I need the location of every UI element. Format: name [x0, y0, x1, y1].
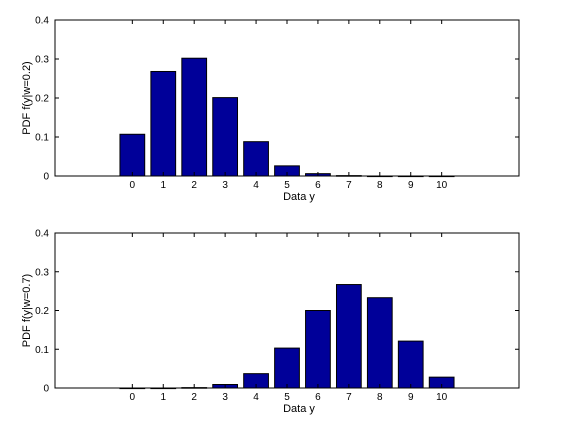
y-tick-label: 0.4	[35, 229, 49, 240]
x-tick-label: 2	[191, 392, 197, 403]
x-axis-label: Data y	[283, 403, 315, 415]
y-tick-label: 0.3	[35, 267, 49, 278]
x-tick-label: 0	[130, 180, 136, 191]
bar-6	[306, 311, 331, 389]
bar-4	[244, 142, 269, 176]
x-tick-label: 3	[222, 180, 228, 191]
x-tick-label: 5	[284, 180, 290, 191]
y-tick-label: 0.2	[35, 94, 49, 105]
bar-8	[367, 298, 392, 388]
bar-7	[336, 285, 361, 388]
x-tick-label: 2	[191, 180, 197, 191]
top-chart: 0 0.1 0.2 0.3 0.4 0 1 2 3 4 5 6 7 8 9 10 Data y PDF f(y|w…	[21, 16, 519, 204]
bar-5	[275, 348, 300, 388]
x-tick-label: 5	[284, 392, 290, 403]
x-tick-label: 3	[222, 392, 228, 403]
x-axis-label: Data y	[283, 191, 315, 203]
y-tick-label: 0.3	[35, 55, 49, 66]
x-tick-label: 6	[315, 392, 321, 403]
x-tick-label: 1	[160, 180, 166, 191]
x-tick-label: 9	[408, 392, 414, 403]
y-tick-label: 0.1	[35, 345, 49, 356]
y-axis-label: PDF f(y|w=0.7)	[21, 274, 33, 347]
bottom-chart: 0 0.1 0.2 0.3 0.4 0 1 2 3 4 5 6 7 8 9 10 Data y PDF f(y|w…	[21, 229, 519, 416]
y-tick-label: 0	[43, 384, 49, 395]
x-tick-label: 7	[346, 392, 352, 403]
bar-1	[151, 71, 176, 176]
y-tick-label: 0.4	[35, 16, 49, 27]
bar-3	[213, 98, 238, 176]
y-axis-label: PDF f(y|w=0.2)	[21, 61, 33, 134]
x-tick-label: 8	[377, 180, 383, 191]
x-tick-label: 4	[253, 392, 259, 403]
bar-9	[398, 341, 423, 388]
x-tick-label: 4	[253, 180, 259, 191]
x-tick-label: 0	[130, 392, 136, 403]
x-tick-label: 9	[408, 180, 414, 191]
x-tick-label: 10	[436, 180, 448, 191]
x-tick-label: 1	[160, 392, 166, 403]
bar-2	[182, 58, 207, 176]
y-tick-label: 0.1	[35, 133, 49, 144]
x-tick-label: 7	[346, 180, 352, 191]
x-tick-label: 8	[377, 392, 383, 403]
x-tick-label: 10	[436, 392, 448, 403]
bar-0	[120, 134, 145, 176]
y-tick-label: 0	[43, 172, 49, 183]
y-tick-label: 0.2	[35, 306, 49, 317]
x-tick-label: 6	[315, 180, 321, 191]
